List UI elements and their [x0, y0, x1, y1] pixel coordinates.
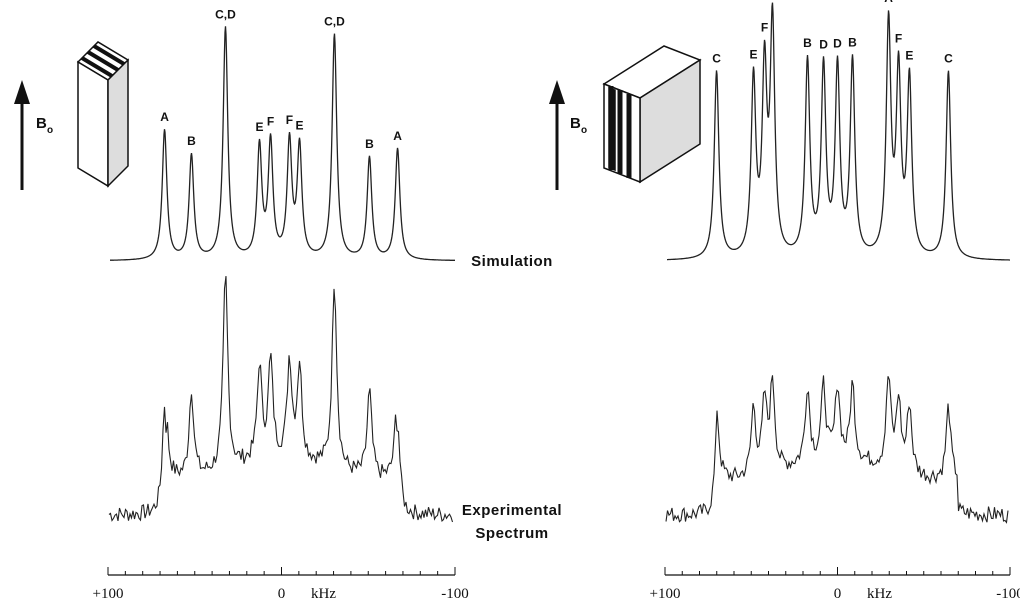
simulation-caption: Simulation	[471, 253, 553, 270]
field-arrow-right: B o	[549, 80, 587, 190]
slab-icon-left	[76, 41, 130, 188]
simulated-spectrum	[110, 26, 455, 261]
experimental-caption: Spectrum	[475, 525, 548, 542]
field-symbol: B	[570, 115, 581, 132]
peak-label: A	[884, 0, 893, 5]
tick-label: -100	[441, 586, 469, 602]
peak-label: F	[761, 21, 768, 35]
tick-label: +100	[93, 586, 124, 602]
peak-label: B	[848, 35, 857, 49]
peak-label: C,D	[324, 14, 345, 28]
experimental-spectrum	[108, 276, 454, 523]
field-subscript: o	[581, 125, 587, 136]
peak-label: E	[296, 119, 304, 133]
peak-label: C	[712, 51, 721, 65]
peak-label: E	[749, 48, 757, 62]
slab-icon-right	[602, 45, 702, 184]
tick-label: -100	[996, 586, 1020, 602]
tick-label: 0	[834, 586, 842, 602]
peak-label: E	[905, 48, 913, 62]
peak-label: D	[819, 37, 828, 51]
peak-label: C	[944, 52, 953, 66]
peak-label: B	[803, 36, 812, 50]
field-arrow-left: B o	[14, 80, 53, 190]
peak-label: A	[160, 110, 169, 124]
peak-label: F	[286, 113, 293, 127]
peak-label: E	[255, 120, 263, 134]
peak-label: F	[895, 32, 902, 46]
axis-unit: kHz	[311, 586, 336, 602]
experimental-caption: Experimental	[462, 502, 562, 519]
experimental-spectrum	[665, 375, 1009, 524]
peak-label: B	[365, 137, 374, 151]
peak-label: A	[393, 129, 402, 143]
peak-label: C,D	[215, 7, 236, 21]
simulated-spectrum	[667, 2, 1010, 261]
peak-label: F	[267, 114, 274, 128]
tick-label: 0	[278, 586, 286, 602]
field-symbol: B	[36, 115, 47, 132]
peak-label: B	[187, 134, 196, 148]
axis-unit: kHz	[867, 586, 892, 602]
field-subscript: o	[47, 125, 53, 136]
peak-label: D	[833, 37, 842, 51]
tick-label: +100	[650, 586, 681, 602]
